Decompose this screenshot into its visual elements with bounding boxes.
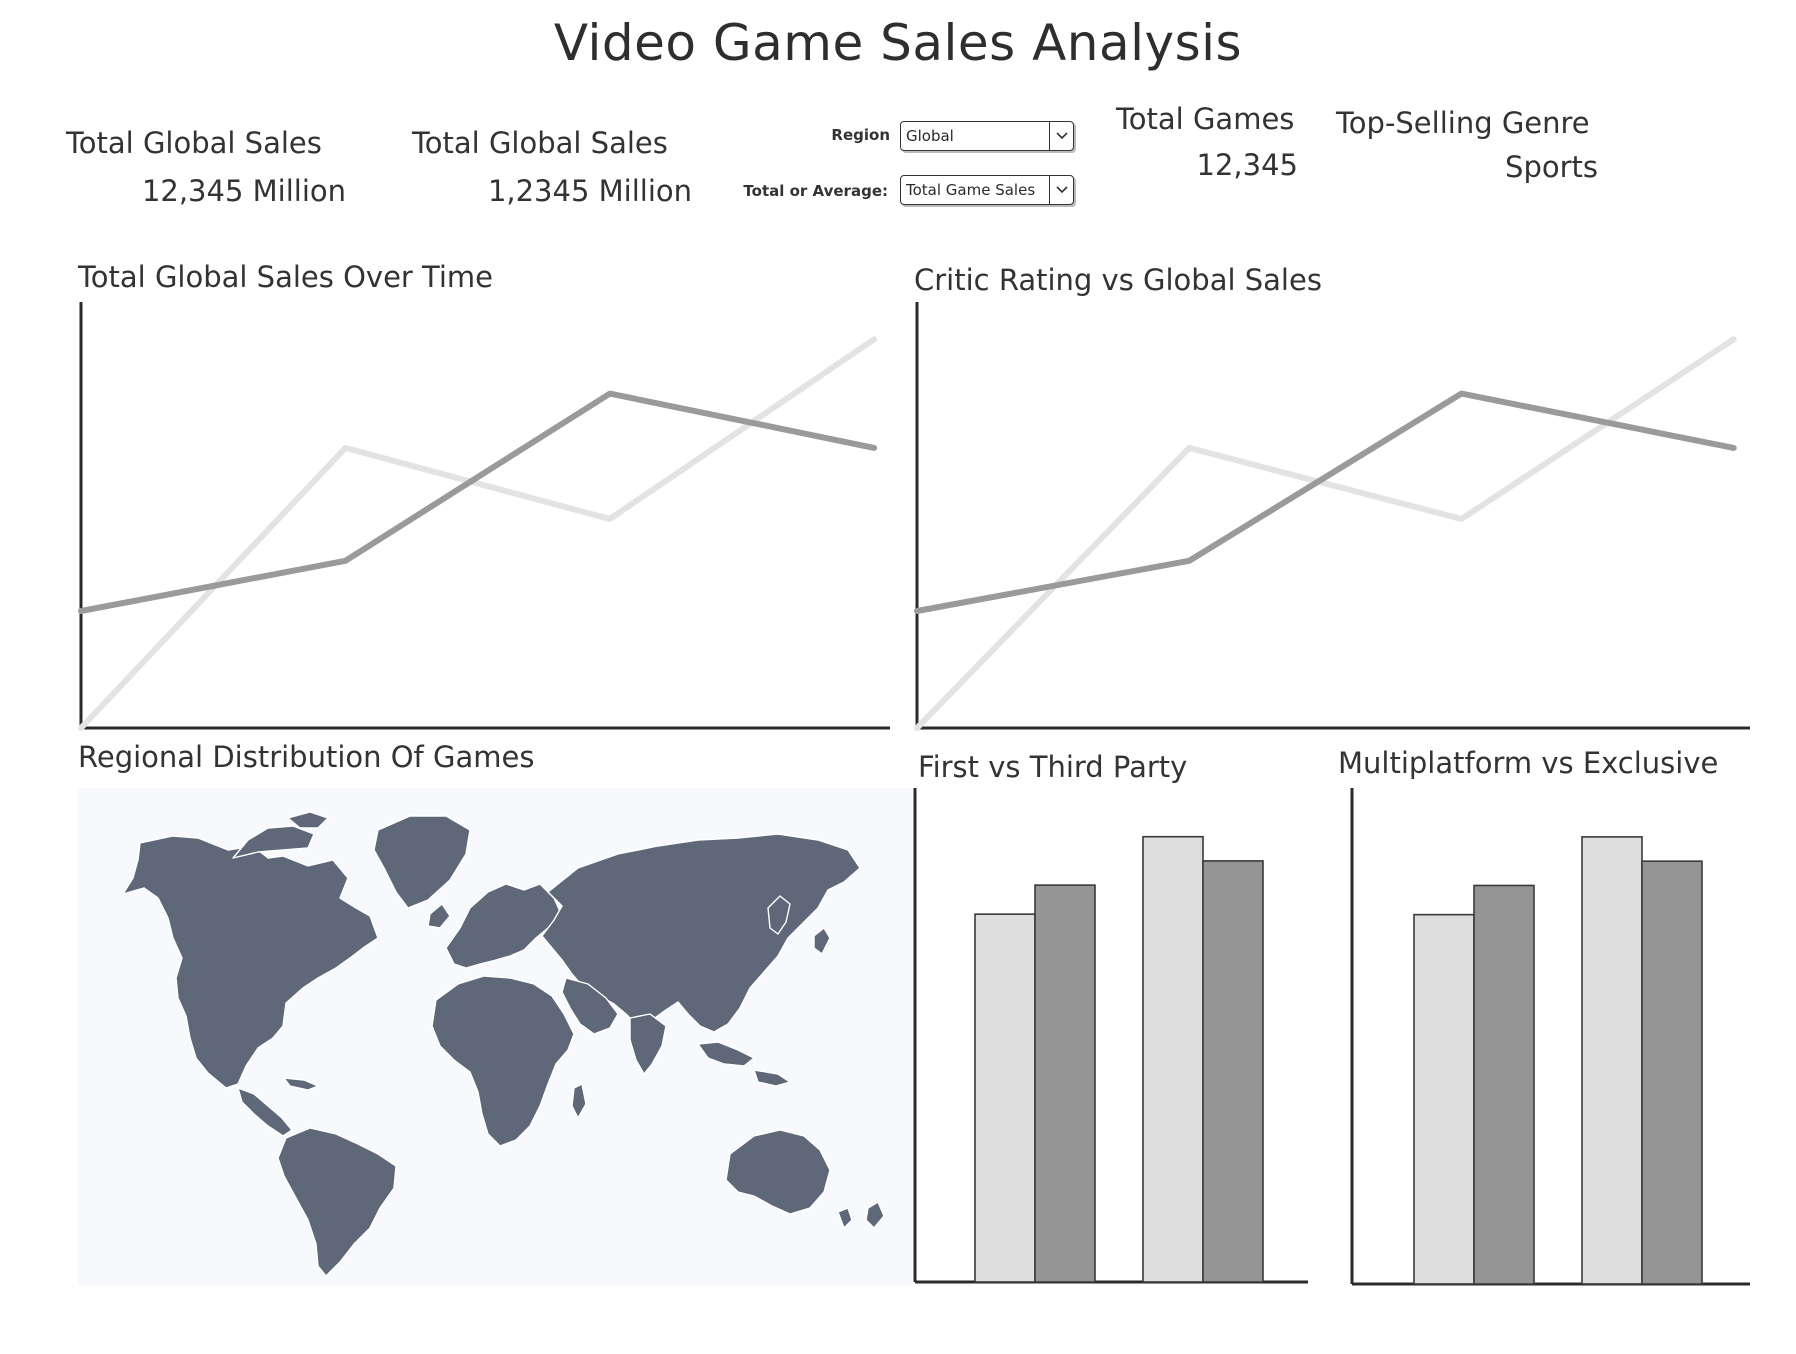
total-or-average-select[interactable]: Total Game Sales: [900, 175, 1074, 205]
total-or-average-label: Total or Average:: [743, 182, 888, 200]
chevron-down-icon[interactable]: [1049, 122, 1073, 150]
kpi-value-top-genre: Sports: [1505, 150, 1598, 184]
kpi-label-global-sales: Total Global Sales: [66, 126, 322, 160]
greenland-shape: [373, 815, 471, 909]
australia-shape: [725, 1129, 831, 1215]
chart-title-sales-over-time: Total Global Sales Over Time: [78, 260, 494, 294]
series-line-2: [78, 390, 878, 614]
line-chart-critic-vs-sales: [914, 302, 1750, 731]
region-select-value: Global: [906, 127, 954, 145]
bar-2-2: [1202, 860, 1264, 1283]
bar-chart-multiplatform-vs-exclusive: [1350, 788, 1750, 1286]
total-or-average-select-value: Total Game Sales: [906, 181, 1036, 199]
region-label: Region: [831, 126, 890, 144]
africa-shape: [431, 975, 575, 1147]
bar-1-2: [1473, 884, 1535, 1285]
bar-2-1: [1142, 835, 1204, 1283]
bar-chart-first-vs-third: [913, 788, 1308, 1284]
north-america-shape: [122, 835, 379, 1089]
kpi-label-global-sales-2: Total Global Sales: [412, 126, 668, 160]
kpi-value-global-sales-2: 1,2345 Million: [487, 174, 692, 208]
south-america-shape: [277, 1127, 397, 1277]
map-title: Regional Distribution Of Games: [78, 740, 535, 774]
world-map-icon: [78, 788, 912, 1286]
bar-1-1: [1413, 913, 1475, 1285]
chevron-down-icon[interactable]: [1049, 176, 1073, 204]
line-chart-sales-over-time: [78, 302, 890, 731]
chart-title-first-vs-third: First vs Third Party: [918, 750, 1188, 784]
bar-2-2: [1641, 860, 1703, 1285]
bar-2-1: [1581, 836, 1643, 1285]
chart-title-critic-vs-sales: Critic Rating vs Global Sales: [914, 263, 1322, 297]
bar-1-1: [974, 913, 1036, 1283]
page-title: Video Game Sales Analysis: [553, 14, 1243, 72]
kpi-value-global-sales: 12,345 Million: [141, 174, 346, 208]
series-line-2: [914, 390, 1737, 614]
asia-shape: [541, 833, 861, 1033]
kpi-label-top-genre: Top-Selling Genre: [1336, 106, 1590, 140]
kpi-label-total-games: Total Games: [1116, 102, 1295, 136]
bar-1-2: [1034, 884, 1096, 1283]
chart-title-multiplatform-vs-exclusive: Multiplatform vs Exclusive: [1338, 746, 1719, 780]
region-select[interactable]: Global: [900, 121, 1074, 151]
kpi-value-total-games: 12,345: [1196, 148, 1298, 182]
